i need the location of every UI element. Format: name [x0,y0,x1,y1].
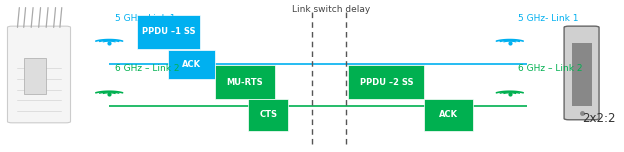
Bar [168,50,215,79]
Text: PPDU –2 SS: PPDU –2 SS [359,78,413,87]
Bar [215,65,275,99]
Text: ACK: ACK [182,60,202,69]
Text: 5 GHz- Link 1: 5 GHz- Link 1 [518,14,578,23]
FancyBboxPatch shape [7,26,71,123]
Text: Link switch delay: Link switch delay [291,5,370,14]
Text: MU-RTS: MU-RTS [227,78,263,87]
Bar [424,99,473,131]
Text: 6 GHz – Link 2: 6 GHz – Link 2 [115,64,180,73]
Bar [248,99,288,131]
Text: ACK: ACK [439,110,458,119]
Bar [348,65,424,99]
Text: 5 GHz- Link 1: 5 GHz- Link 1 [115,14,176,23]
FancyBboxPatch shape [564,26,599,120]
Text: CTS: CTS [260,110,277,119]
Text: 6 GHz – Link 2: 6 GHz – Link 2 [518,64,582,73]
Text: PPDU –1 SS: PPDU –1 SS [142,27,195,36]
Polygon shape [24,58,46,94]
Text: 2x2:2: 2x2:2 [582,112,616,125]
Bar [137,15,200,49]
Bar [572,43,592,106]
